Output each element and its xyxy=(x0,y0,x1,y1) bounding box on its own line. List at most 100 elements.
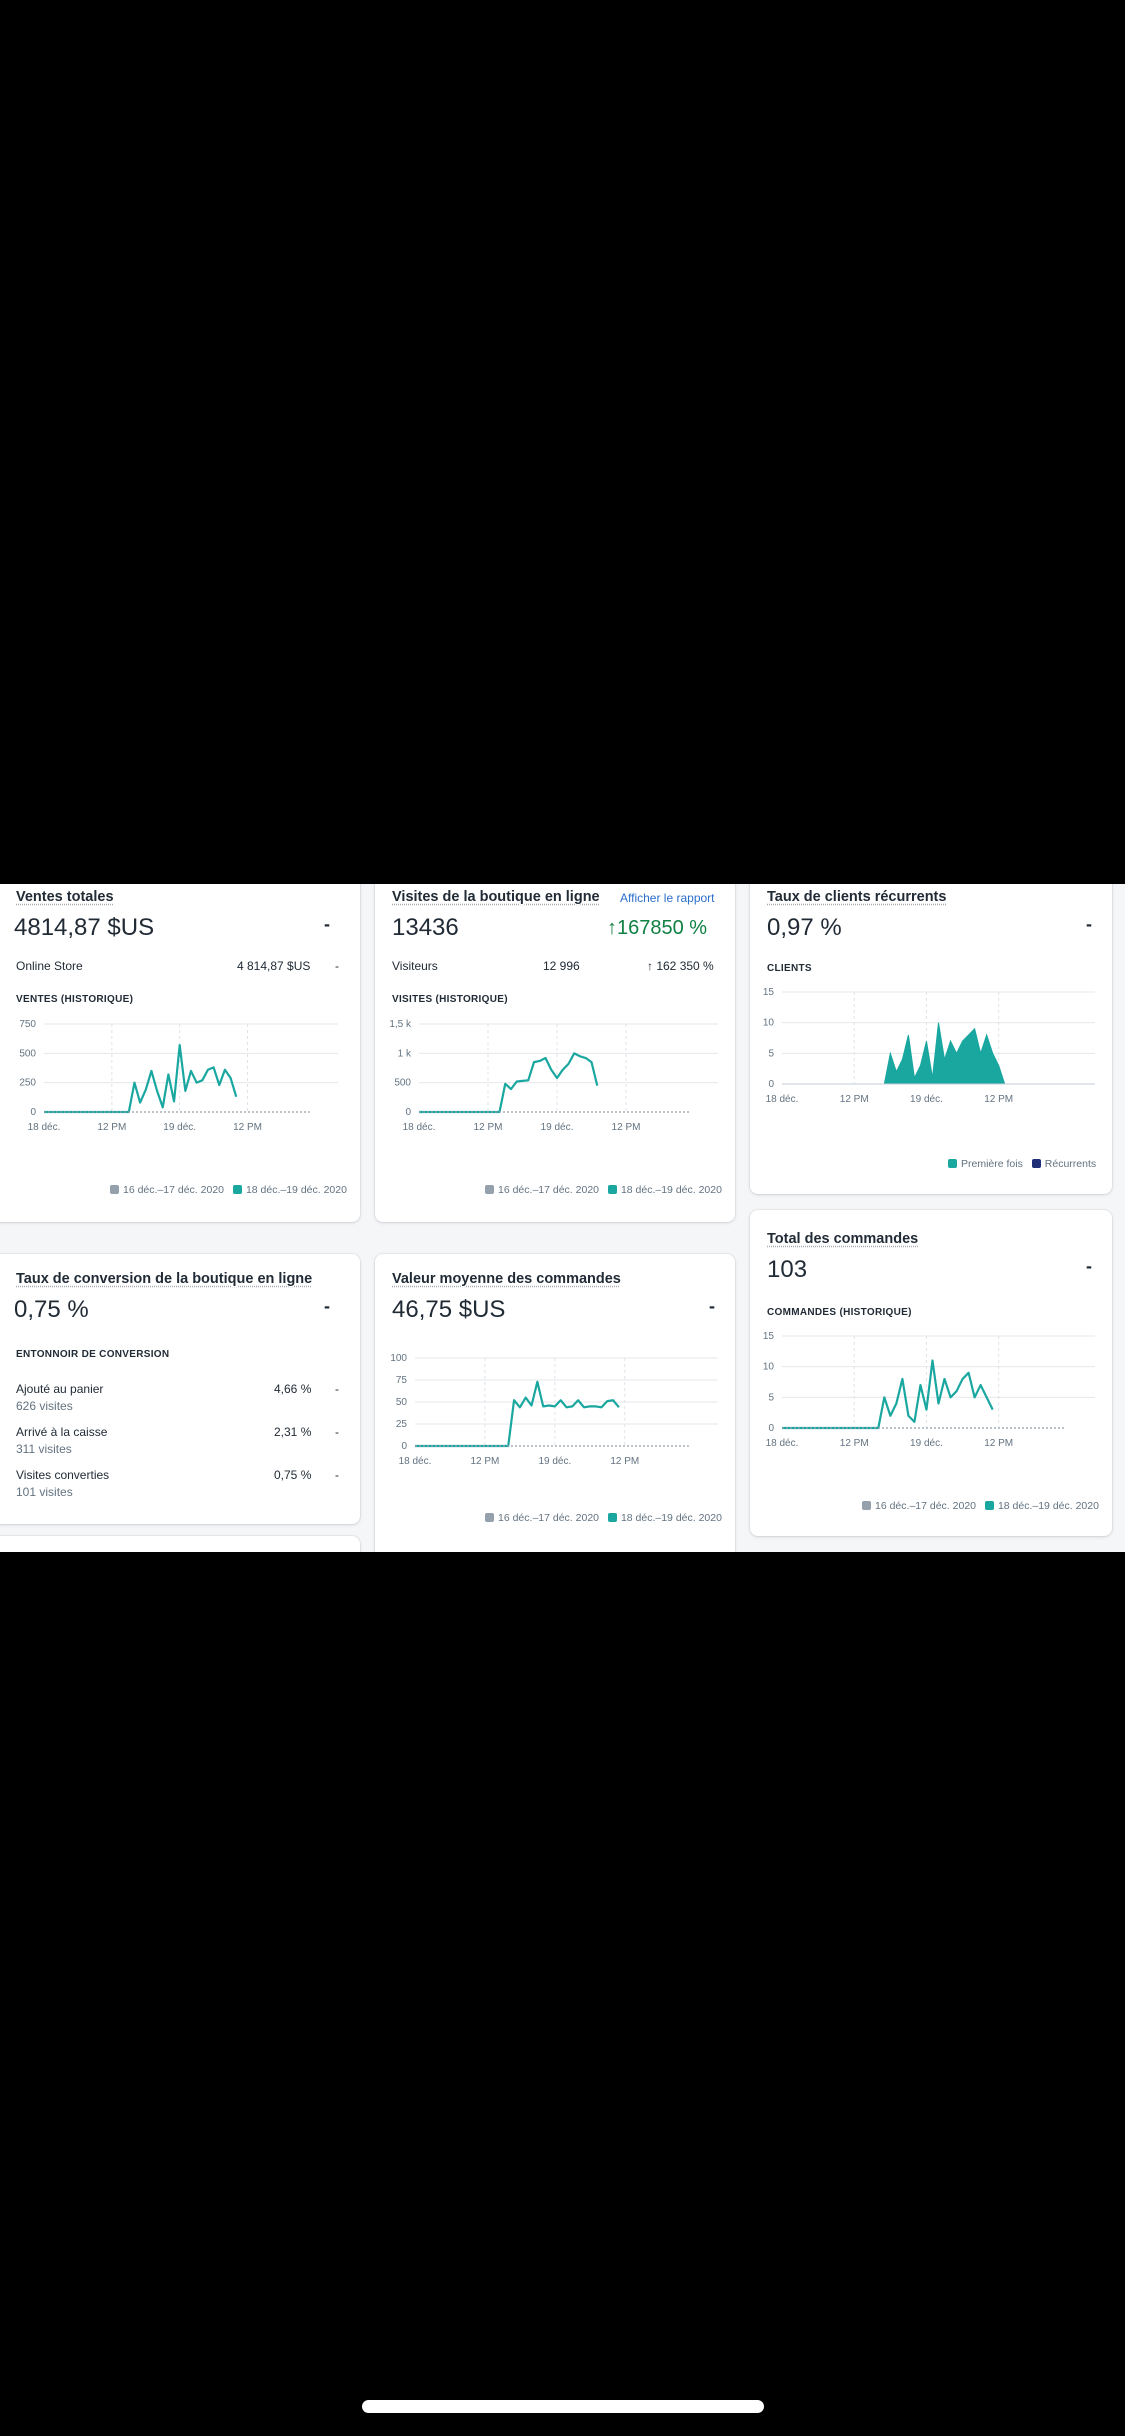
store-visits-card[interactable]: Visites de la boutique en ligne Afficher… xyxy=(375,884,735,1222)
change-indicator: - xyxy=(324,1296,330,1316)
funnel-row-value: 4,66 % xyxy=(274,1382,312,1396)
y-tick-label: 0 xyxy=(768,1423,774,1434)
legend-previous: 16 déc.–17 déc. 2020 xyxy=(498,1512,600,1524)
legend-previous: 16 déc.–17 déc. 2020 xyxy=(875,1500,977,1512)
view-report-link[interactable]: Afficher le rapport xyxy=(620,891,715,905)
card-title[interactable]: Ventes totales xyxy=(16,889,114,905)
legend-current: 18 déc.–19 déc. 2020 xyxy=(620,1512,722,1524)
legend-swatch-current xyxy=(607,1185,617,1194)
funnel-row-label: Visites converties xyxy=(16,1468,110,1482)
current-period-line xyxy=(419,1052,599,1114)
funnel-row-change: - xyxy=(335,1382,339,1396)
legend-swatch-previous xyxy=(485,1513,494,1522)
y-tick-label: 500 xyxy=(19,1048,36,1059)
x-tick-label: 12 PM xyxy=(984,1094,1013,1105)
funnel-row-visits: 626 visites xyxy=(16,1399,73,1413)
change-value: 167850 % xyxy=(617,917,708,939)
funnel-row-change: - xyxy=(335,1425,339,1439)
row-value: 4 814,87 $US xyxy=(237,959,311,973)
orders-line-chart[interactable]: 0 5 10 15 18 déc. 12 PM 19 déc. 12 PM xyxy=(750,1328,1112,1452)
row-change: ↑ 162 350 % xyxy=(647,959,714,973)
x-tick-label: 19 déc. xyxy=(163,1122,196,1133)
chart-legend: 16 déc.–17 déc. 2020 18 déc.–19 déc. 202… xyxy=(485,1184,722,1196)
card-value: 13436 xyxy=(392,914,459,941)
x-tick-label: 18 déc. xyxy=(766,1094,799,1105)
sales-line-chart[interactable]: 0 250 500 750 18 déc. 12 PM 19 déc. 12 PM xyxy=(0,1016,360,1136)
card-value: 0,75 % xyxy=(14,1296,89,1323)
x-tick-label: 12 PM xyxy=(474,1122,503,1133)
y-tick-label: 50 xyxy=(396,1397,408,1408)
legend-swatch-first-time xyxy=(948,1159,957,1168)
y-tick-label: 10 xyxy=(763,1018,775,1029)
y-tick-label: 5 xyxy=(768,1392,774,1403)
y-tick-label: 1 k xyxy=(398,1048,412,1059)
funnel-row-label: Arrivé à la caisse xyxy=(16,1425,108,1439)
x-tick-label: 12 PM xyxy=(840,1438,869,1449)
chart-caption: COMMANDES (HISTORIQUE) xyxy=(767,1307,912,1318)
row-value: 12 996 xyxy=(543,959,580,973)
card-title[interactable]: Total des commandes xyxy=(767,1231,919,1247)
legend-swatch-current xyxy=(232,1185,242,1194)
card-title[interactable]: Taux de conversion de la boutique en lig… xyxy=(16,1271,313,1287)
card-title[interactable]: Taux de clients récurrents xyxy=(767,889,947,905)
y-tick-label: 750 xyxy=(19,1019,36,1030)
legend-swatch-current xyxy=(984,1501,994,1510)
aov-line-chart[interactable]: 0 25 50 75 100 18 déc. 12 PM 19 déc. 12 PM xyxy=(375,1350,735,1470)
card-value: 0,97 % xyxy=(767,914,842,941)
current-period-line xyxy=(782,1359,994,1430)
chart-caption: CLIENTS xyxy=(767,963,812,974)
funnel-row-change: - xyxy=(335,1468,339,1482)
y-tick-label: 0 xyxy=(768,1079,774,1090)
visits-line-chart[interactable]: 0 500 1 k 1,5 k 18 déc. 12 PM 19 déc. 12 PM xyxy=(375,1016,735,1136)
card-value: 46,75 $US xyxy=(392,1296,506,1323)
x-tick-label: 12 PM xyxy=(612,1122,641,1133)
current-period-line xyxy=(44,1044,238,1114)
funnel-row-visits: 101 visites xyxy=(16,1485,73,1499)
conversion-rate-card[interactable]: Taux de conversion de la boutique en lig… xyxy=(0,1254,360,1524)
average-order-value-card[interactable]: Valeur moyenne des commandes 46,75 $US -… xyxy=(375,1254,735,1552)
legend-first-time: Première fois xyxy=(961,1158,1023,1170)
y-tick-label: 0 xyxy=(405,1107,411,1118)
chart-legend: 16 déc.–17 déc. 2020 18 déc.–19 déc. 202… xyxy=(485,1512,722,1524)
legend-swatch-returning xyxy=(1031,1159,1041,1168)
y-tick-label: 5 xyxy=(768,1048,774,1059)
returning-customers-card[interactable]: Taux de clients récurrents 0,97 % - CLIE… xyxy=(750,884,1112,1194)
legend-swatch-previous xyxy=(485,1185,494,1194)
x-tick-label: 12 PM xyxy=(840,1094,869,1105)
legend-swatch-previous xyxy=(110,1185,119,1194)
total-sales-card[interactable]: Ventes totales 4814,87 $US - Online Stor… xyxy=(0,884,360,1222)
change-indicator: ↑167850 % xyxy=(607,917,707,940)
legend-swatch-current xyxy=(607,1513,617,1522)
arrow-up-icon: ↑ xyxy=(607,917,617,939)
home-indicator[interactable] xyxy=(362,2400,764,2413)
y-tick-label: 250 xyxy=(19,1078,36,1089)
legend-current: 18 déc.–19 déc. 2020 xyxy=(997,1500,1099,1512)
x-tick-label: 19 déc. xyxy=(910,1438,943,1449)
total-orders-card[interactable]: Total des commandes 103 - COMMANDES (HIS… xyxy=(750,1210,1112,1536)
x-tick-label: 18 déc. xyxy=(399,1456,432,1467)
x-tick-label: 12 PM xyxy=(233,1122,262,1133)
x-tick-label: 18 déc. xyxy=(28,1122,61,1133)
analytics-dashboard: Ventes totales 4814,87 $US - Online Stor… xyxy=(0,884,1125,1552)
y-tick-label: 15 xyxy=(763,987,775,998)
card-title[interactable]: Valeur moyenne des commandes xyxy=(392,1271,621,1287)
funnel-row-label: Ajouté au panier xyxy=(16,1382,104,1396)
card-value: 4814,87 $US xyxy=(14,914,155,941)
change-indicator: - xyxy=(1086,914,1092,934)
x-tick-label: 19 déc. xyxy=(910,1094,943,1105)
funnel-row-visits: 311 visites xyxy=(16,1442,72,1456)
funnel-caption: ENTONNOIR DE CONVERSION xyxy=(16,1349,170,1360)
legend-previous: 16 déc.–17 déc. 2020 xyxy=(498,1184,600,1196)
legend-current: 18 déc.–19 déc. 2020 xyxy=(245,1184,347,1196)
y-tick-label: 1,5 k xyxy=(389,1019,412,1030)
card-title[interactable]: Visites de la boutique en ligne xyxy=(392,889,600,905)
customers-area-chart[interactable]: 0 5 10 15 18 déc. 12 PM 19 déc. 12 PM xyxy=(750,984,1112,1108)
chart-caption: VISITES (HISTORIQUE) xyxy=(392,994,508,1005)
y-tick-label: 10 xyxy=(763,1362,775,1373)
x-tick-label: 12 PM xyxy=(470,1456,499,1467)
chart-legend: 16 déc.–17 déc. 2020 18 déc.–19 déc. 202… xyxy=(862,1500,1099,1512)
change-indicator: - xyxy=(1086,1256,1092,1276)
legend-swatch-previous xyxy=(862,1501,871,1510)
legend-previous: 16 déc.–17 déc. 2020 xyxy=(123,1184,225,1196)
funnel-row-value: 0,75 % xyxy=(274,1468,312,1482)
